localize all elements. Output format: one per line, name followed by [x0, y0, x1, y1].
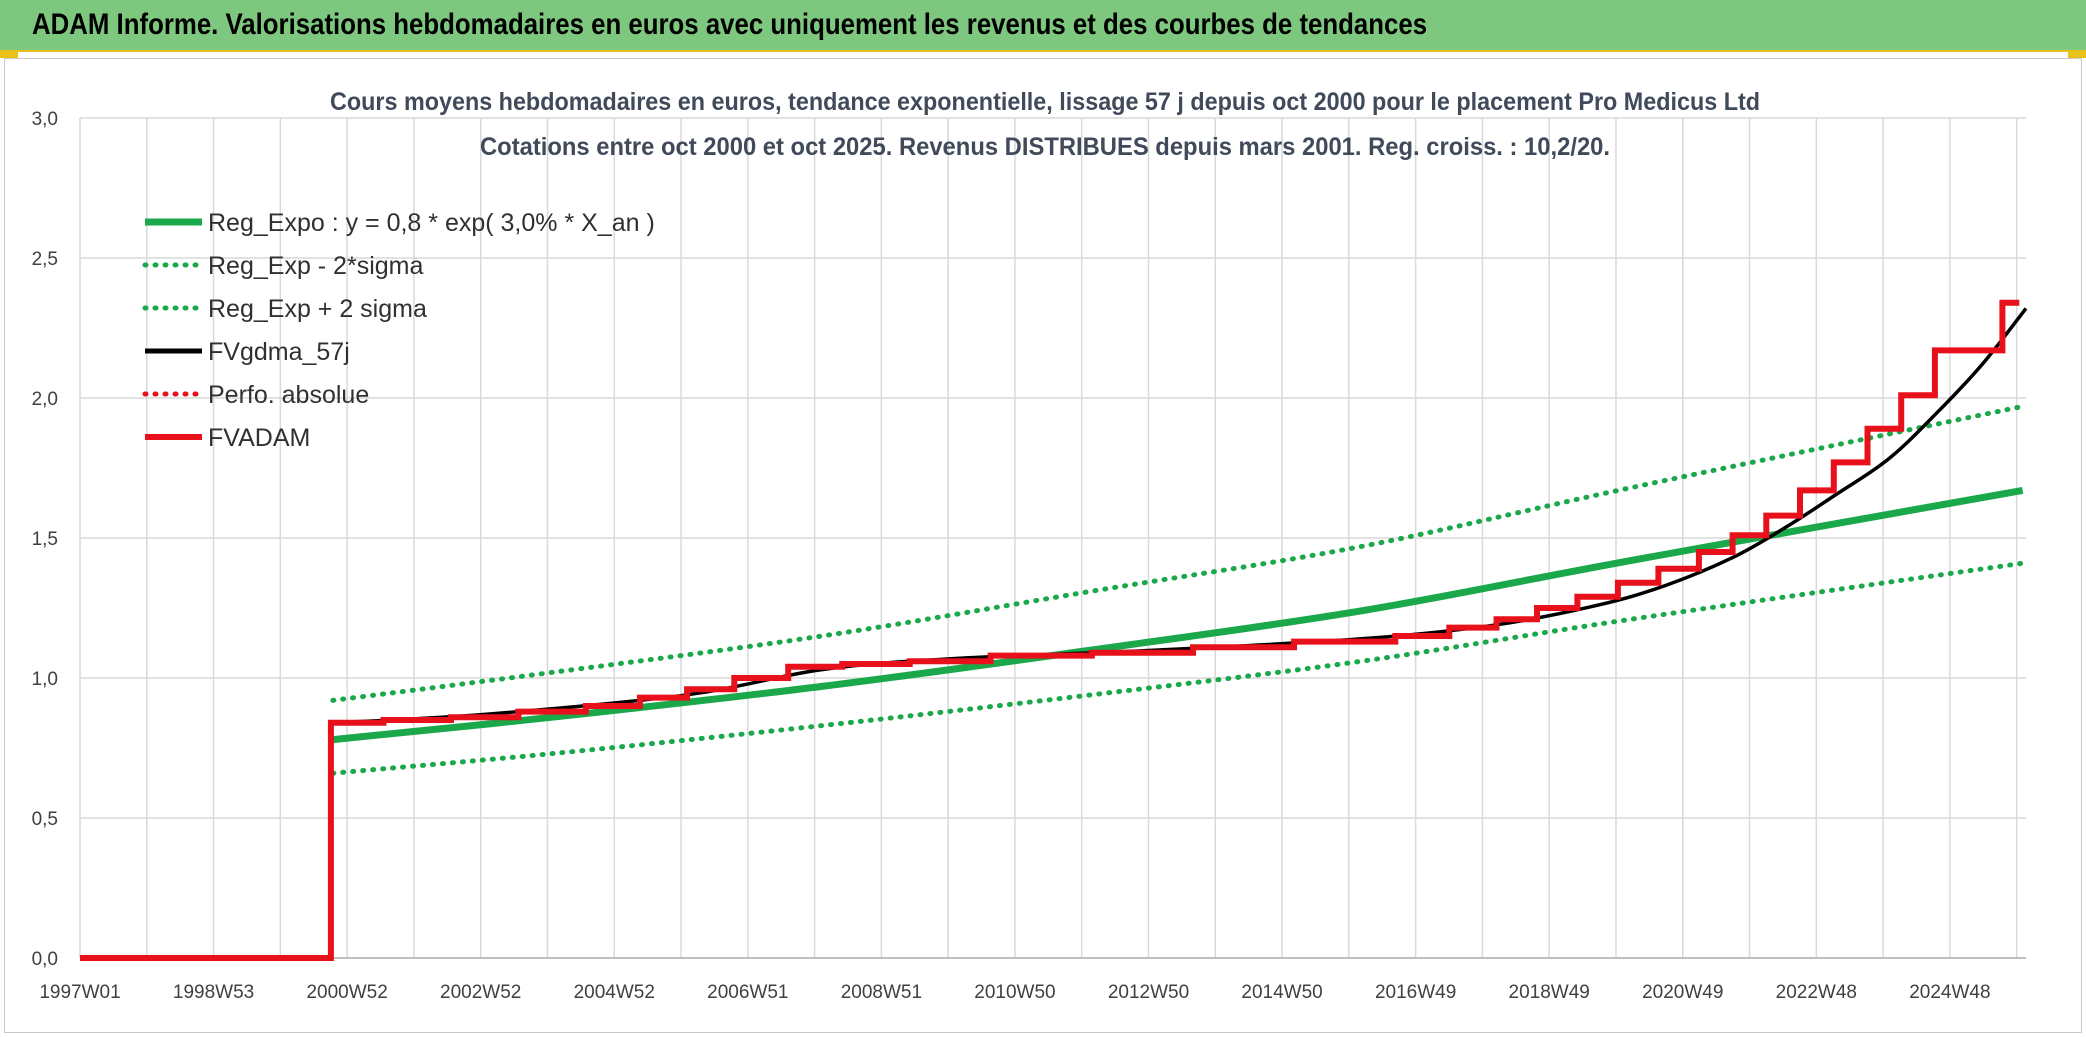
y-tick-label: 0,0	[32, 949, 58, 970]
x-tick-label: 2002W52	[440, 982, 521, 1003]
y-tick-label: 1,0	[32, 669, 58, 690]
series-line-5	[80, 299, 2020, 961]
chart-title: Cours moyens hebdomadaires en euros, ten…	[330, 88, 1760, 116]
y-tick-label: 2,0	[32, 389, 58, 410]
axis-layer: 0,0 0,5 1,0 1,5 2,0 2,5 3,0 1997W01 1998W53 2000W…	[32, 109, 2026, 1003]
series-layer	[80, 299, 2028, 961]
corner-accent-left	[0, 52, 18, 58]
legend-label-4: Perfo. absolue	[208, 381, 369, 409]
x-tick-label: 2006W51	[707, 982, 788, 1003]
x-tick-label: 2014W50	[1241, 982, 1322, 1003]
x-tick-label: 2022W48	[1776, 982, 1857, 1003]
x-tick-label: 2000W52	[306, 982, 387, 1003]
x-tick-label: 2008W51	[841, 982, 922, 1003]
legend-label-1: Reg_Exp - 2*sigma	[208, 252, 423, 280]
y-tick-label: 0,5	[32, 809, 58, 830]
legend-label-0: Reg_Expo : y = 0,8 * exp( 3,0% * X_an )	[208, 209, 655, 237]
x-tick-label: 2012W50	[1108, 982, 1189, 1003]
corner-accent-right	[2068, 52, 2086, 58]
y-tick-label: 3,0	[32, 109, 58, 130]
series-line-0	[332, 486, 2024, 744]
legend-label-2: Reg_Exp + 2 sigma	[208, 295, 427, 323]
report-banner: ADAM Informe. Valorisations hebdomadaire…	[0, 0, 2086, 52]
y-tick-label: 1,5	[32, 529, 58, 550]
y-tick-label: 2,5	[32, 249, 58, 270]
x-tick-label: 1998W53	[173, 982, 254, 1003]
chart-subtitle: Cotations entre oct 2000 et oct 2025. Re…	[480, 133, 1610, 161]
x-tick-label: 2004W52	[574, 982, 655, 1003]
series-line-2	[330, 403, 2026, 703]
x-tick-label: 2024W48	[1909, 982, 1990, 1003]
legend-label-3: FVgdma_57j	[208, 338, 350, 366]
report-title: ADAM Informe. Valorisations hebdomadaire…	[32, 8, 1428, 41]
legend: Reg_Expo : y = 0,8 * exp( 3,0% * X_an ) R…	[142, 209, 655, 452]
grid-layer	[79, 117, 2026, 959]
legend-label-5: FVADAM	[208, 424, 310, 452]
x-tick-label: 2020W49	[1642, 982, 1723, 1003]
x-tick-label: 2016W49	[1375, 982, 1456, 1003]
x-tick-label: 2018W49	[1509, 982, 1590, 1003]
x-tick-label: 2010W50	[974, 982, 1055, 1003]
x-tick-label: 1997W01	[39, 982, 120, 1003]
chart-frame	[4, 58, 2082, 1033]
series-line-1	[330, 560, 2026, 776]
